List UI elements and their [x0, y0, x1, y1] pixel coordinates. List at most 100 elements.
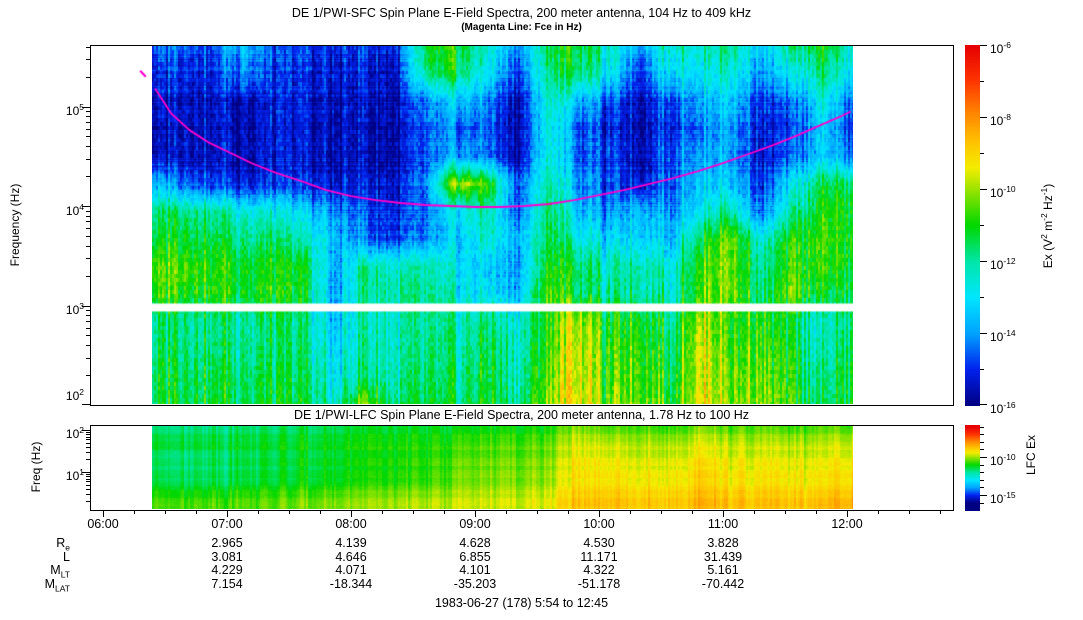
- sfc-y-minor-tick: [86, 221, 90, 222]
- ephemeris-value: 2.965: [211, 536, 243, 550]
- sfc-y-tick-label: 103: [65, 301, 84, 317]
- lfc-y-minor-tick: [86, 476, 90, 477]
- sfc-y-minor-tick: [86, 321, 90, 322]
- lfc-y-minor-tick: [86, 447, 90, 448]
- ephemeris-value: -51.178: [577, 577, 621, 591]
- time-minor-tick: [537, 510, 538, 514]
- lfc-colorbar-minor-tick: [980, 465, 984, 466]
- ephemeris-value: -35.203: [453, 577, 497, 591]
- sfc-y-minor-tick: [86, 236, 90, 237]
- time-minor-tick: [289, 510, 290, 514]
- sfc-y-major-tick: [82, 404, 90, 405]
- sfc-colorbar-minor-tick: [980, 153, 984, 154]
- time-label: 08:00: [335, 517, 367, 531]
- sfc-y-tick-label: 102: [65, 387, 84, 403]
- sfc-y-minor-tick: [86, 335, 90, 336]
- sfc-title: DE 1/PWI-SFC Spin Plane E-Field Spectra,…: [291, 6, 752, 20]
- ephemeris-value: 3.828: [707, 536, 739, 550]
- ephemeris-value: 3.081: [211, 550, 243, 564]
- lfc-colorbar-minor-tick: [980, 442, 984, 443]
- ephemeris-value: 6.855: [459, 550, 491, 564]
- ephemeris-value: 4.229: [211, 563, 243, 577]
- ephemeris-value: 31.439: [703, 550, 743, 564]
- sfc-colorbar-tick-label: 10-8: [990, 112, 1011, 128]
- time-minor-tick: [692, 510, 693, 514]
- sfc-y-axis-label: Frequency (Hz): [8, 183, 22, 267]
- ephemeris-row-label: L: [63, 550, 70, 564]
- lfc-colorbar: [965, 425, 980, 511]
- sfc-colorbar-tick-label: 10-12: [990, 256, 1016, 272]
- sfc-colorbar-minor-tick: [980, 225, 984, 226]
- time-minor-tick: [754, 510, 755, 514]
- time-minor-tick: [785, 510, 786, 514]
- fce-line-overlay: [91, 46, 953, 404]
- lfc-y-tick-label: 102: [65, 425, 84, 441]
- lfc-y-major-tick: [82, 430, 90, 431]
- time-minor-tick: [320, 510, 321, 514]
- sfc-colorbar-major-tick: [980, 45, 987, 46]
- ephemeris-value: 4.628: [459, 536, 491, 550]
- lfc-colorbar-minor-tick: [980, 503, 984, 504]
- lfc-colorbar-tick-label: 10-10: [990, 452, 1016, 468]
- time-label: 07:00: [211, 517, 243, 531]
- lfc-title: DE 1/PWI-LFC Spin Plane E-Field Spectra,…: [293, 408, 750, 422]
- time-minor-tick: [909, 510, 910, 514]
- sfc-colorbar-major-tick: [980, 261, 987, 262]
- ephemeris-row-label: MLAT: [44, 577, 70, 594]
- ephemeris-value: -70.442: [701, 577, 745, 591]
- time-label: 10:00: [583, 517, 615, 531]
- ephemeris-row-label: Re: [56, 536, 70, 553]
- time-minor-tick: [630, 510, 631, 514]
- time-minor-tick: [661, 510, 662, 514]
- sfc-y-minor-tick: [86, 358, 90, 359]
- time-minor-tick: [134, 510, 135, 514]
- ephemeris-value: 4.139: [335, 536, 367, 550]
- ephemeris-value: 4.530: [583, 536, 615, 550]
- sfc-colorbar-minor-tick: [980, 369, 984, 370]
- lfc-y-minor-tick: [86, 474, 90, 475]
- lfc-y-minor-tick: [86, 434, 90, 435]
- sfc-y-minor-tick: [86, 122, 90, 123]
- lfc-y-minor-tick: [86, 489, 90, 490]
- sfc-colorbar-tick-label: 10-10: [990, 184, 1016, 200]
- time-minor-tick: [258, 510, 259, 514]
- ephemeris-value: 11.171: [580, 550, 618, 564]
- ephemeris-value: 4.322: [583, 563, 615, 577]
- time-minor-tick: [568, 510, 569, 514]
- lfc-spectrogram: [152, 426, 853, 509]
- lfc-y-minor-tick: [86, 459, 90, 460]
- ephemeris-value: 5.161: [707, 563, 739, 577]
- time-major-tick: [351, 510, 352, 517]
- lfc-colorbar-minor-tick: [980, 427, 984, 428]
- sfc-colorbar-tick-label: 10-6: [990, 40, 1011, 56]
- sfc-y-minor-tick: [86, 116, 90, 117]
- time-major-tick: [103, 510, 104, 517]
- sfc-y-minor-tick: [86, 315, 90, 316]
- sfc-y-minor-tick: [86, 176, 90, 177]
- lfc-y-minor-tick: [86, 443, 90, 444]
- sfc-colorbar-tick-label: 10-14: [990, 328, 1016, 344]
- sfc-y-minor-tick: [86, 276, 90, 277]
- time-major-tick: [723, 510, 724, 517]
- time-label: 11:00: [707, 517, 739, 531]
- lfc-colorbar-minor-tick: [980, 472, 984, 473]
- ephemeris-value: -18.344: [329, 577, 373, 591]
- sfc-y-major-tick: [82, 206, 90, 207]
- sfc-y-minor-tick: [86, 129, 90, 130]
- lfc-y-minor-tick: [86, 501, 90, 502]
- ephemeris-row-label: MLT: [50, 563, 70, 580]
- sfc-colorbar-major-tick: [980, 333, 987, 334]
- lfc-y-minor-tick: [86, 481, 90, 482]
- lfc-y-minor-tick: [86, 452, 90, 453]
- sfc-y-tick-label: 105: [65, 102, 84, 118]
- time-minor-tick: [413, 510, 414, 514]
- lfc-y-minor-tick: [86, 437, 90, 438]
- time-label: 09:00: [459, 517, 491, 531]
- sfc-subtitle: (Magenta Line: Fce in Hz): [461, 22, 582, 33]
- sfc-y-minor-tick: [86, 375, 90, 376]
- time-major-tick: [475, 510, 476, 517]
- sfc-y-minor-tick: [86, 216, 90, 217]
- lfc-y-minor-tick: [86, 432, 90, 433]
- time-label: 06:00: [87, 517, 119, 531]
